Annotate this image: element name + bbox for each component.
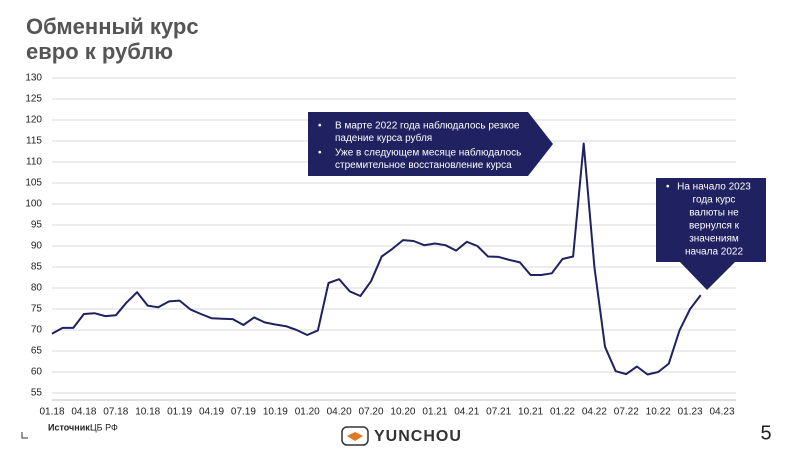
logo: YUNCHOU <box>341 426 462 446</box>
x-tick-label: 04.23 <box>709 407 734 418</box>
x-tick-label: 10.21 <box>518 407 543 418</box>
chart-title: евро к рублю <box>26 39 173 64</box>
bullet: • <box>318 148 322 159</box>
x-tick-label: 04.19 <box>199 407 224 418</box>
corner-mark <box>21 432 28 439</box>
y-tick-label: 65 <box>31 346 43 357</box>
y-tick-label: 105 <box>25 178 42 189</box>
annotation-text: падение курса рубля <box>335 132 432 144</box>
y-tick-label: 100 <box>25 199 42 210</box>
x-tick-label: 07.18 <box>103 407 128 418</box>
source-label: Источник: <box>48 422 93 432</box>
y-tick-label: 130 <box>25 73 42 84</box>
annotation-text: начала 2022 <box>685 247 743 258</box>
y-tick-label: 125 <box>25 94 42 105</box>
x-tick-label: 01.22 <box>550 407 575 418</box>
x-tick-label: 01.20 <box>295 407 320 418</box>
x-tick-label: 04.18 <box>71 407 96 418</box>
x-tick-label: 07.21 <box>486 407 511 418</box>
x-tick-label: 01.23 <box>678 407 703 418</box>
chart-title: Обменный курс <box>26 14 199 39</box>
line <box>51 142 702 376</box>
plot <box>51 142 702 376</box>
grid: 55 60 65 70 75 80 85 90 95 100 105 110 115 120 125 130 0… <box>25 73 736 418</box>
y-tick-label: 95 <box>31 220 43 231</box>
x-tick-label: 07.22 <box>614 407 639 418</box>
bullet: • <box>666 182 670 193</box>
y-tick-label: 70 <box>31 325 43 336</box>
x-tick-label: 10.18 <box>135 407 160 418</box>
x-tick-label: 07.20 <box>359 407 384 418</box>
x-tick-label: 10.20 <box>390 407 415 418</box>
annotation-text: значениям <box>689 234 739 245</box>
y-tick-label: 75 <box>31 304 43 315</box>
annotation-text: валюты не <box>689 208 739 219</box>
logo-text: YUNCHOU <box>374 428 462 445</box>
annotation-text: В марте 2022 года наблюдалось резкое <box>335 120 520 132</box>
source: ЦБ РФ <box>90 422 118 432</box>
y-tick-label: 55 <box>31 388 43 399</box>
callout <box>656 178 766 290</box>
y-tick-label: 80 <box>31 283 43 294</box>
annotation-text: На начало 2023 <box>677 182 751 193</box>
page-number: 5 <box>760 422 771 444</box>
x-tick-label: 07.19 <box>231 407 256 418</box>
x-tick-label: 04.21 <box>454 407 479 418</box>
y-tick-label: 85 <box>31 262 43 273</box>
x-tick-label: 10.19 <box>263 407 288 418</box>
y-tick-label: 90 <box>31 241 43 252</box>
annotation-text: стремительное восстановление курса <box>335 160 512 171</box>
callout <box>308 112 553 176</box>
y-tick-label: 120 <box>25 115 42 126</box>
y-tick-label: 110 <box>26 157 42 168</box>
annotation-text: года курс <box>693 195 736 206</box>
x-tick-label: 04.22 <box>582 407 607 418</box>
logo-icon <box>347 432 363 441</box>
x-tick-label: 01.21 <box>422 407 447 418</box>
x-tick-label: 01.18 <box>39 407 64 418</box>
bullet: • <box>318 121 322 132</box>
x-tick-label: 04.20 <box>327 407 352 418</box>
y-tick-label: 115 <box>26 136 42 147</box>
x-tick-label: 01.19 <box>167 407 192 418</box>
annotation-text: вернулся к <box>689 221 740 232</box>
x-tick-label: 10.22 <box>646 407 671 418</box>
annotation-text: Уже в следующем месяце наблюдалось <box>335 147 521 159</box>
y-tick-label: 60 <box>31 367 43 378</box>
annotations: • В марте 2022 года наблюдалось резкоепад… <box>318 120 751 258</box>
